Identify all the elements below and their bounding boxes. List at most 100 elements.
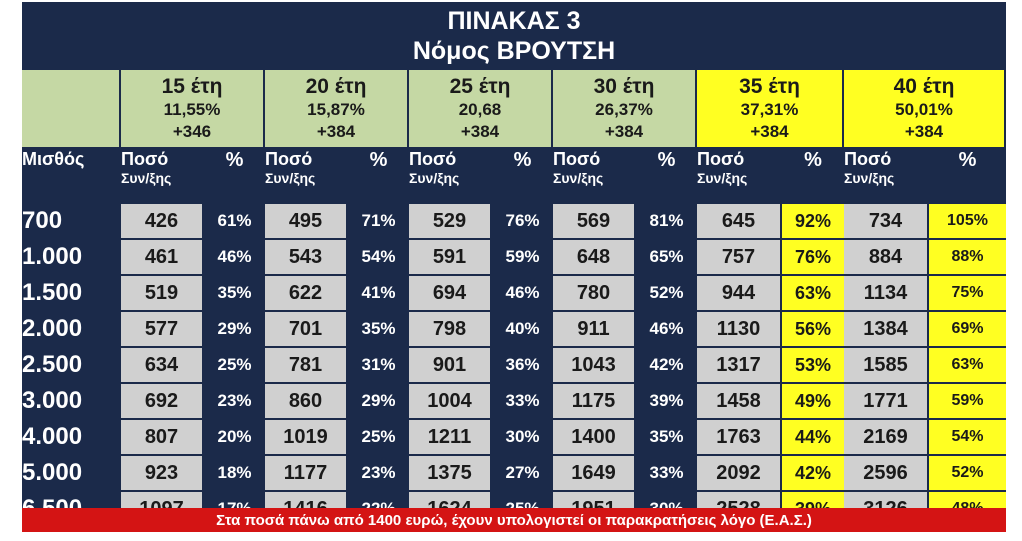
years-group-header: 25 έτη 20,68 +384 [409, 70, 553, 149]
amount-header-line1: Ποσό [553, 149, 601, 169]
table-row: 3.000 692 23% 860 29% 1004 33% 1175 39% 1458 49% 17… [22, 384, 1006, 420]
percent-cell: 54% [929, 420, 1006, 456]
increase-percent: 50,01% [895, 99, 953, 119]
amount-cell: 495 [265, 204, 348, 240]
percent-column-header: % [657, 149, 676, 171]
amount-cell: 1763 [697, 420, 782, 456]
percent-cell: 61% [204, 204, 265, 240]
percent-cell: 27% [492, 456, 553, 492]
percent-cell: 36% [492, 348, 553, 384]
amount-cell: 944 [697, 276, 782, 312]
amount-cell: 1375 [409, 456, 492, 492]
years-label: 25 έτη [449, 74, 511, 98]
amount-cell: 543 [265, 240, 348, 276]
amount-header-line1: Ποσό [697, 149, 745, 169]
table-title: ΠΙΝΑΚΑΣ 3 Νόμος ΒΡΟΥΤΣΗ [22, 2, 1006, 70]
percent-cell: 18% [204, 456, 265, 492]
increase-amount: +384 [460, 121, 500, 141]
percent-cell: 35% [636, 420, 697, 456]
amount-header-line1: Ποσό [409, 149, 457, 169]
table-row: 1.500 519 35% 622 41% 694 46% 780 52% 944 63% 1134 7… [22, 276, 1006, 312]
percent-cell: 52% [929, 456, 1006, 492]
increase-percent: 15,87% [307, 99, 365, 119]
title-line-2: Νόμος ΒΡΟΥΤΣΗ [412, 37, 616, 65]
percent-cell: 46% [204, 240, 265, 276]
amount-cell: 1019 [265, 420, 348, 456]
amount-cell: 1458 [697, 384, 782, 420]
salary-cell: 5.000 [22, 456, 121, 492]
increase-percent: 26,37% [595, 99, 653, 119]
percent-cell: 29% [204, 312, 265, 348]
percent-cell: 65% [636, 240, 697, 276]
percent-cell: 42% [782, 456, 844, 492]
amount-cell: 1317 [697, 348, 782, 384]
salary-cell: 1.000 [22, 240, 121, 276]
percent-cell: 75% [929, 276, 1006, 312]
amount-cell: 645 [697, 204, 782, 240]
percent-cell: 20% [204, 420, 265, 456]
percent-cell: 54% [348, 240, 409, 276]
amount-cell: 1384 [844, 312, 929, 348]
amount-cell: 911 [553, 312, 636, 348]
amount-header-line2: Συν/ξης [844, 170, 895, 186]
amount-cell: 1649 [553, 456, 636, 492]
amount-cell: 1585 [844, 348, 929, 384]
amount-cell: 2596 [844, 456, 929, 492]
amount-header-line1: Ποσό [265, 149, 313, 169]
table-row: 1.000 461 46% 543 54% 591 59% 648 65% 757 76% 884 88… [22, 240, 1006, 276]
percent-cell: 88% [929, 240, 1006, 276]
amount-cell: 1177 [265, 456, 348, 492]
pension-grid: 15 έτη 11,55% +346 20 έτη 15,87% +384 25 έτη 20… [22, 70, 1006, 528]
amount-cell: 780 [553, 276, 636, 312]
pension-table-sheet: ΠΙΝΑΚΑΣ 3 Νόμος ΒΡΟΥΤΣΗ 15 έτη 11,55% +346… [22, 2, 1006, 532]
amount-header-line2: Συν/ξης [697, 170, 748, 186]
years-group-header: 15 έτη 11,55% +346 [121, 70, 265, 149]
percent-cell: 23% [204, 384, 265, 420]
percent-cell: 92% [782, 204, 844, 240]
percent-cell: 53% [782, 348, 844, 384]
table-row: 4.000 807 20% 1019 25% 1211 30% 1400 35% 1763 44% 2… [22, 420, 1006, 456]
table-row: 700 426 61% 495 71% 529 76% 569 81% 645 92% 734 105% [22, 204, 1006, 240]
percent-cell: 41% [348, 276, 409, 312]
amount-cell: 781 [265, 348, 348, 384]
percent-cell: 23% [348, 456, 409, 492]
table-row: 2.000 577 29% 701 35% 798 40% 911 46% 1130 56% 1384… [22, 312, 1006, 348]
amount-cell: 2169 [844, 420, 929, 456]
amount-cell: 426 [121, 204, 204, 240]
amount-header-line2: Συν/ξης [265, 170, 316, 186]
amount-cell: 1771 [844, 384, 929, 420]
percent-cell: 39% [636, 384, 697, 420]
amount-header-line2: Συν/ξης [553, 170, 604, 186]
amount-cell: 860 [265, 384, 348, 420]
amount-cell: 1134 [844, 276, 929, 312]
footer-note: Στα ποσά πάνω από 1400 ευρώ, έχουν υπολο… [22, 508, 1006, 532]
percent-column-header: % [369, 149, 388, 171]
amount-column-header: Ποσό Συν/ξης [409, 149, 492, 204]
salary-cell: 4.000 [22, 420, 121, 456]
percent-cell: 76% [492, 204, 553, 240]
percent-cell: 30% [492, 420, 553, 456]
amount-cell: 757 [697, 240, 782, 276]
salary-cell: 2.500 [22, 348, 121, 384]
amount-cell: 923 [121, 456, 204, 492]
table-row: 2.500 634 25% 781 31% 901 36% 1043 42% 1317 53% 158… [22, 348, 1006, 384]
amount-cell: 622 [265, 276, 348, 312]
percent-cell: 29% [348, 384, 409, 420]
amount-cell: 1211 [409, 420, 492, 456]
increase-percent: 37,31% [740, 99, 799, 119]
percent-cell: 63% [929, 348, 1006, 384]
percent-cell: 71% [348, 204, 409, 240]
increase-amount: +384 [750, 121, 789, 141]
amount-cell: 461 [121, 240, 204, 276]
years-group-header: 20 έτη 15,87% +384 [265, 70, 409, 149]
amount-cell: 1130 [697, 312, 782, 348]
years-label: 35 έτη [739, 74, 800, 98]
years-group-header: 35 έτη 37,31% +384 [697, 70, 844, 149]
header-corner-cell [22, 70, 121, 149]
salary-cell: 3.000 [22, 384, 121, 420]
salary-cell: 700 [22, 204, 121, 240]
amount-cell: 1175 [553, 384, 636, 420]
amount-cell: 569 [553, 204, 636, 240]
increase-amount: +384 [904, 121, 944, 141]
percent-cell: 33% [636, 456, 697, 492]
